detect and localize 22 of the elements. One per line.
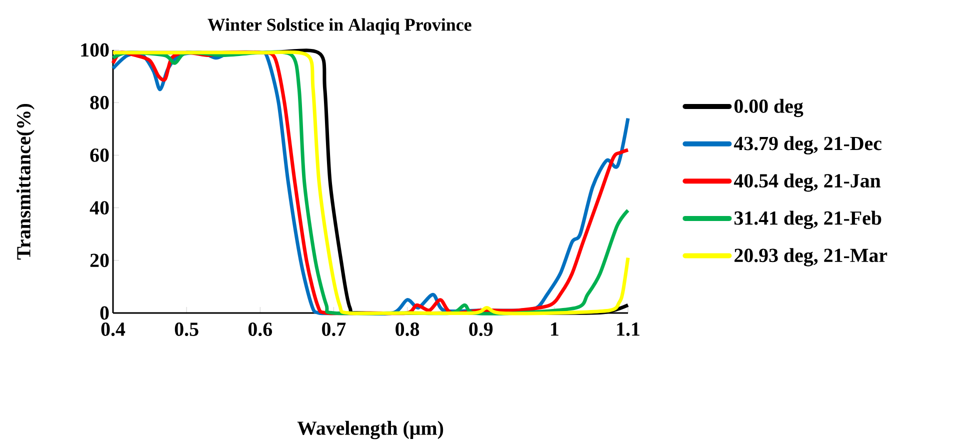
y-tick-label: 20 xyxy=(90,254,109,268)
x-tick-label: 0.5 xyxy=(174,322,198,336)
x-tick-label: 0.4 xyxy=(101,322,126,336)
y-tick-label: 60 xyxy=(90,148,109,162)
legend-label: 31.41 deg, 21-Feb xyxy=(734,210,882,230)
chart-title: Winter Solstice in Alaqiq Province xyxy=(208,18,472,34)
legend-label: 40.54 deg, 21-Jan xyxy=(734,173,881,192)
x-tick-label: 1 xyxy=(551,322,558,336)
x-tick-label: 0.9 xyxy=(469,322,493,336)
legend-label: 0.00 deg xyxy=(734,98,804,118)
x-axis-title: Wavelength (μm) xyxy=(297,420,444,440)
x-tick-label: 0.6 xyxy=(248,322,272,336)
legend-label: 43.79 deg, 21-Dec xyxy=(734,136,882,154)
y-axis-title: Transmittance(%) xyxy=(16,104,34,260)
y-tick-label: 0 xyxy=(100,306,109,320)
legend-label: 20.93 deg, 21-Mar xyxy=(734,248,888,266)
y-tick-label: 40 xyxy=(90,201,109,214)
x-tick-label: 0.7 xyxy=(322,322,346,336)
y-tick-label: 100 xyxy=(81,43,109,57)
x-tick-label: 1.1 xyxy=(617,322,640,336)
y-tick-label: 80 xyxy=(90,96,109,110)
x-tick-label: 0.8 xyxy=(396,322,420,336)
